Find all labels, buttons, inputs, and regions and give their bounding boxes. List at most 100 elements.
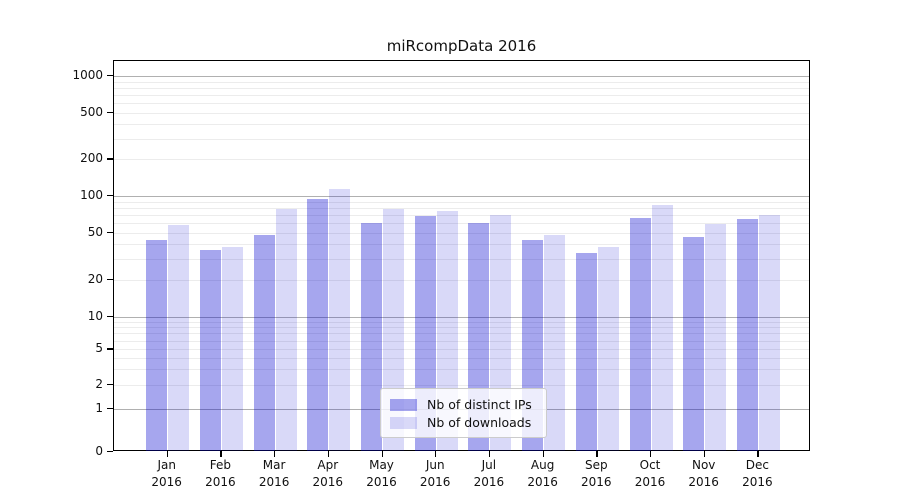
x-tick-label: Oct 2016 xyxy=(634,458,666,489)
bar-distinct-ips xyxy=(253,234,275,451)
gridline-minor xyxy=(114,349,809,351)
gridline-minor xyxy=(114,87,809,89)
x-tick-mark xyxy=(327,451,330,457)
bar-downloads xyxy=(544,234,566,451)
gridline-minor xyxy=(114,94,809,96)
plot-area xyxy=(113,60,810,451)
gridline-minor xyxy=(114,201,809,203)
legend-entry-label: Nb of downloads xyxy=(427,415,532,430)
y-tick-label: 5 xyxy=(95,341,103,356)
legend: Nb of distinct IPs Nb of downloads xyxy=(380,388,547,438)
y-tick-mark xyxy=(107,75,113,77)
bar-downloads xyxy=(275,209,297,451)
bar-downloads xyxy=(168,224,190,451)
bar-distinct-ips xyxy=(629,218,651,451)
bar-downloads xyxy=(597,246,619,451)
y-tick-mark xyxy=(107,408,113,410)
gridline-minor xyxy=(114,244,809,246)
y-tick-label: 10 xyxy=(87,308,103,323)
bar-distinct-ips xyxy=(736,218,758,451)
y-tick-label: 1 xyxy=(95,401,103,415)
y-tick-mark xyxy=(107,158,113,160)
legend-entry: Nb of downloads xyxy=(390,415,537,430)
gridline-minor xyxy=(114,81,809,83)
gridline-minor xyxy=(114,214,809,216)
y-tick-label: 1000 xyxy=(72,68,103,82)
bar-distinct-ips xyxy=(146,240,168,451)
y-tick-label: 100 xyxy=(80,188,103,202)
bar-distinct-ips xyxy=(199,249,221,451)
chart-title: miRcompData 2016 xyxy=(386,37,537,55)
x-tick-mark xyxy=(596,451,598,457)
y-tick-mark xyxy=(107,111,113,113)
x-tick-mark xyxy=(220,451,222,457)
x-tick-label: Jul 2016 xyxy=(473,458,505,489)
bar-distinct-ips xyxy=(575,252,597,451)
y-tick-label: 20 xyxy=(87,272,103,286)
legend-entry: Nb of distinct IPs xyxy=(390,397,537,412)
x-tick-label: Apr 2016 xyxy=(312,458,344,489)
y-tick-mark xyxy=(107,231,113,233)
legend-swatch-distinct-ips xyxy=(390,398,417,411)
gridline-major xyxy=(114,76,809,77)
gridline-minor xyxy=(114,207,809,209)
x-tick-label: Nov 2016 xyxy=(688,458,719,489)
gridline-minor xyxy=(114,259,809,261)
legend-swatch-downloads xyxy=(390,416,417,429)
x-tick-label: Mar 2016 xyxy=(258,458,290,489)
bar-downloads xyxy=(329,188,351,451)
y-tick-mark xyxy=(107,279,113,281)
gridline-minor xyxy=(114,159,809,161)
y-tick-mark xyxy=(107,195,113,197)
x-tick-label: Jan 2016 xyxy=(151,458,182,489)
gridline-minor xyxy=(114,112,809,114)
bar-downloads xyxy=(758,214,780,451)
bar-distinct-ips xyxy=(683,237,705,451)
y-tick-mark xyxy=(107,315,113,317)
y-tick-mark xyxy=(107,384,113,386)
x-tick-mark xyxy=(166,451,168,457)
x-tick-mark xyxy=(650,451,652,457)
bar-downloads xyxy=(221,246,243,451)
x-tick-label: Feb 2016 xyxy=(205,458,236,489)
gridline-minor xyxy=(114,223,809,225)
gridline-minor xyxy=(114,138,809,140)
gridline-major xyxy=(114,196,809,197)
bar-distinct-ips xyxy=(361,223,382,451)
gridline-minor xyxy=(114,321,809,323)
y-tick-label: 200 xyxy=(80,151,103,166)
y-tick-mark xyxy=(107,450,113,452)
x-tick-mark xyxy=(274,451,276,457)
y-tick-label: 500 xyxy=(80,104,103,119)
x-tick-mark xyxy=(488,451,491,457)
gridline-minor xyxy=(114,327,809,329)
x-tick-label: Jun 2016 xyxy=(419,458,451,489)
gridline-minor xyxy=(114,103,809,105)
bar-downloads xyxy=(705,223,727,451)
x-tick-mark xyxy=(435,451,437,457)
y-tick-label: 50 xyxy=(87,224,103,239)
gridline-minor xyxy=(114,232,809,234)
x-tick-label: Dec 2016 xyxy=(742,458,773,489)
x-tick-mark xyxy=(757,451,759,457)
legend-entry-label: Nb of distinct IPs xyxy=(427,397,532,412)
x-tick-label: May 2016 xyxy=(366,458,397,489)
x-tick-mark xyxy=(381,451,383,457)
x-tick-label: Sep 2016 xyxy=(581,458,612,489)
x-tick-label: Aug 2016 xyxy=(527,458,558,489)
x-tick-mark xyxy=(703,451,705,457)
x-tick-mark xyxy=(542,451,544,457)
bar-distinct-ips xyxy=(307,198,329,451)
y-tick-mark xyxy=(107,348,113,350)
y-tick-label: 0 xyxy=(95,443,103,458)
y-tick-label: 2 xyxy=(95,377,103,391)
gridline-minor xyxy=(114,124,809,126)
gridline-minor xyxy=(114,385,809,386)
gridline-minor xyxy=(114,333,809,335)
gridline-minor xyxy=(114,340,809,342)
gridline-minor xyxy=(114,357,809,359)
bar-downloads xyxy=(651,205,673,451)
gridline-minor xyxy=(114,280,809,281)
gridline-minor xyxy=(114,369,809,371)
